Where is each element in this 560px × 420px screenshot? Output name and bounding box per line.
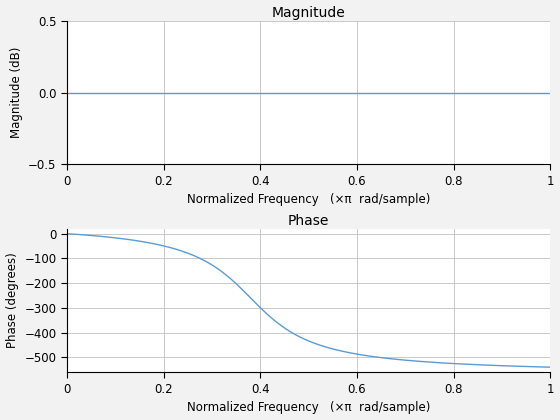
X-axis label: Normalized Frequency   (×π  rad/sample): Normalized Frequency (×π rad/sample)	[187, 401, 431, 414]
X-axis label: Normalized Frequency   (×π  rad/sample): Normalized Frequency (×π rad/sample)	[187, 194, 431, 207]
Y-axis label: Magnitude (dB): Magnitude (dB)	[10, 47, 22, 139]
Title: Phase: Phase	[288, 213, 329, 228]
Y-axis label: Phase (degrees): Phase (degrees)	[6, 252, 19, 348]
Title: Magnitude: Magnitude	[272, 6, 346, 20]
